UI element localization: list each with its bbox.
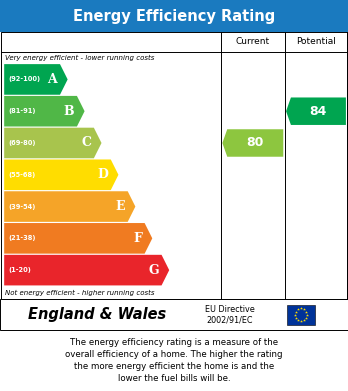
Text: EU Directive
2002/91/EC: EU Directive 2002/91/EC <box>205 305 254 325</box>
Bar <box>1 32 347 299</box>
Text: F: F <box>133 232 142 245</box>
Text: (21-38): (21-38) <box>8 235 36 241</box>
Text: A: A <box>47 73 57 86</box>
Text: (92-100): (92-100) <box>8 76 40 83</box>
Polygon shape <box>4 96 85 127</box>
Text: 80: 80 <box>247 136 264 149</box>
Text: E: E <box>116 200 125 213</box>
Text: England & Wales: England & Wales <box>28 307 167 322</box>
Polygon shape <box>4 160 118 190</box>
Text: Energy Efficiency Rating: Energy Efficiency Rating <box>73 9 275 23</box>
Text: Potential: Potential <box>296 37 336 47</box>
Text: (69-80): (69-80) <box>8 140 36 146</box>
Polygon shape <box>286 97 346 125</box>
Text: B: B <box>64 105 74 118</box>
Text: D: D <box>97 168 108 181</box>
Text: (55-68): (55-68) <box>8 172 35 178</box>
Polygon shape <box>4 223 152 254</box>
Text: Not energy efficient - higher running costs: Not energy efficient - higher running co… <box>5 290 155 296</box>
Polygon shape <box>4 64 68 95</box>
Text: G: G <box>148 264 159 276</box>
Bar <box>0 299 348 330</box>
Bar <box>287 305 315 325</box>
Polygon shape <box>222 129 283 157</box>
Text: (81-91): (81-91) <box>8 108 36 114</box>
Text: 84: 84 <box>310 105 327 118</box>
Text: The energy efficiency rating is a measure of the
overall efficiency of a home. T: The energy efficiency rating is a measur… <box>65 339 283 383</box>
Text: Current: Current <box>236 37 270 47</box>
Text: (1-20): (1-20) <box>8 267 31 273</box>
Bar <box>0 0 348 32</box>
Text: Very energy efficient - lower running costs: Very energy efficient - lower running co… <box>5 55 155 61</box>
Text: C: C <box>81 136 91 149</box>
Polygon shape <box>4 255 169 285</box>
Polygon shape <box>4 191 135 222</box>
Polygon shape <box>4 128 102 158</box>
Text: (39-54): (39-54) <box>8 204 36 210</box>
